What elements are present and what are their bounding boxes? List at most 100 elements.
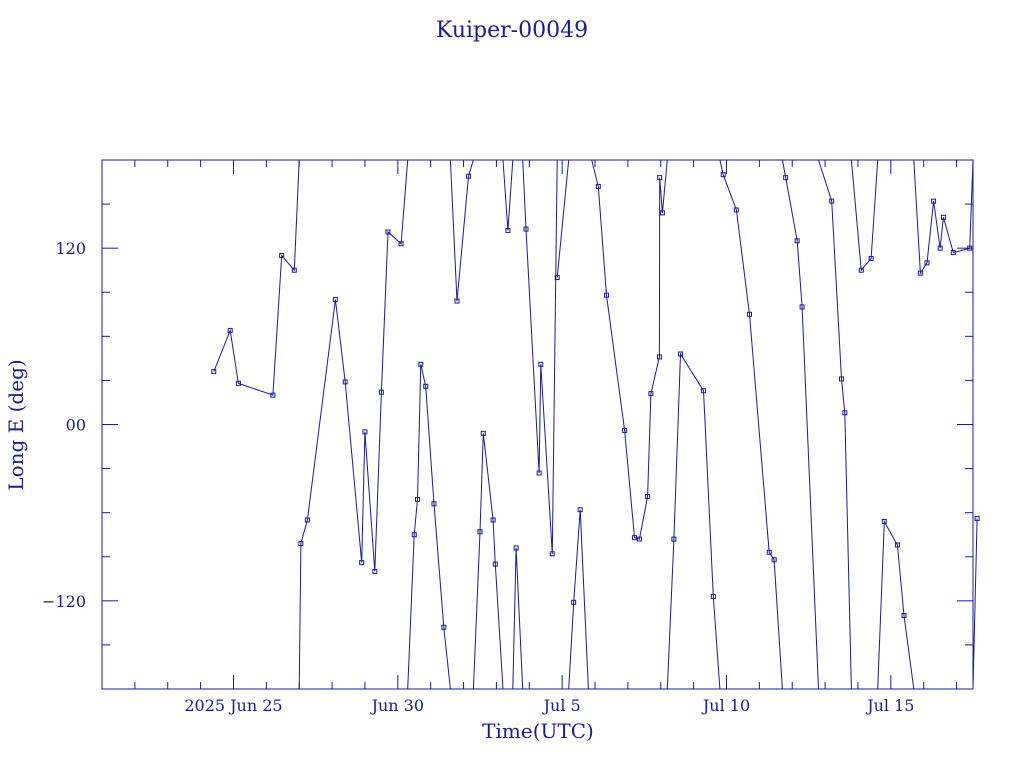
data-point	[645, 494, 651, 500]
data-point	[270, 392, 276, 398]
data-point	[917, 270, 923, 276]
data-point	[671, 536, 677, 542]
series-line	[588, 159, 668, 540]
data-point	[631, 535, 637, 541]
data-point	[604, 292, 610, 298]
series-line	[568, 509, 589, 690]
data-point	[490, 517, 496, 523]
data-point	[513, 545, 519, 551]
series-line	[522, 159, 558, 554]
data-point	[523, 226, 529, 232]
data-point	[378, 389, 384, 395]
data-point	[677, 351, 683, 357]
data-point	[492, 561, 498, 567]
data-point	[931, 198, 937, 204]
series-line	[781, 159, 819, 690]
x-tick-label: Jul 15	[865, 696, 914, 715]
chart-title: Kuiper-00049	[436, 18, 588, 43]
x-tick-labels: 2025 Jun 25 Jun 30 Jul 5 Jul 10 Jul 15	[184, 696, 914, 715]
data-point	[235, 380, 241, 386]
data-point	[332, 297, 338, 303]
data-point	[304, 517, 310, 523]
data-point	[595, 183, 601, 189]
y-tick-label: 00	[66, 416, 86, 435]
x-tick-label: Jun 30	[370, 696, 424, 715]
axis-ticks	[101, 160, 973, 689]
data-point	[577, 507, 583, 513]
data-point	[372, 568, 378, 574]
data-point	[411, 532, 417, 538]
data-point	[298, 541, 304, 547]
series-line	[666, 352, 721, 690]
series-line	[512, 547, 524, 690]
x-tick-label: 2025 Jun 25	[184, 696, 282, 715]
plot-area: 2025 Jun 25 Jun 30 Jul 5 Jul 10 Jul 15 120 00…	[42, 159, 980, 715]
data-point	[937, 245, 943, 251]
data-point	[505, 228, 511, 234]
data-point	[656, 354, 662, 360]
data-point	[571, 599, 577, 605]
data-point	[799, 304, 805, 310]
data-point	[829, 198, 835, 204]
data-point	[211, 369, 217, 375]
series-line	[472, 433, 504, 690]
plot-frame	[101, 159, 974, 690]
data-point	[398, 241, 404, 247]
data-point	[431, 501, 437, 507]
data-point	[720, 172, 726, 178]
data-point	[554, 275, 560, 281]
data-point	[359, 560, 365, 566]
data-point	[454, 298, 460, 304]
data-point	[771, 557, 777, 563]
data-point	[362, 429, 368, 435]
x-axis-label: Time(UTC)	[482, 719, 594, 743]
data-point	[710, 593, 716, 599]
data-point	[549, 551, 555, 557]
y-tick-label: 120	[55, 239, 86, 258]
y-tick-labels: 120 00 −120	[42, 239, 86, 611]
y-tick-label: −120	[42, 592, 86, 611]
data-point	[894, 542, 900, 548]
data-point	[950, 250, 956, 256]
data-point	[423, 383, 429, 389]
series-line	[850, 159, 879, 272]
data-point	[901, 613, 907, 619]
data-point	[342, 379, 348, 385]
data-point	[974, 516, 980, 522]
x-tick-label: Jul 5	[542, 696, 581, 715]
data-point	[538, 361, 544, 367]
data-point	[940, 214, 946, 220]
data-point	[700, 388, 706, 394]
data-point	[858, 267, 864, 273]
data-point	[465, 173, 471, 179]
data-point	[766, 549, 772, 555]
data-point	[794, 238, 800, 244]
data-point	[415, 496, 421, 502]
y-axis-label: Long E (deg)	[4, 359, 28, 490]
series-line	[913, 159, 974, 275]
series-line	[556, 159, 570, 278]
data-point	[733, 207, 739, 213]
data-point	[657, 175, 663, 181]
data-point	[636, 536, 642, 542]
data-point	[279, 253, 285, 259]
data-point	[291, 267, 297, 273]
data-point	[418, 361, 424, 367]
series-line	[972, 518, 978, 690]
series-line	[407, 364, 451, 690]
series-line	[502, 159, 514, 231]
data-point	[868, 255, 874, 261]
data-point	[648, 391, 654, 397]
data-point	[659, 210, 665, 216]
series-line	[719, 159, 783, 690]
data-point	[536, 470, 542, 476]
data-point	[967, 245, 973, 251]
series-line	[298, 159, 409, 690]
data-point	[441, 624, 447, 630]
data-point	[227, 327, 233, 333]
data-point	[477, 529, 483, 535]
data-point	[842, 410, 848, 416]
data-point	[881, 518, 887, 524]
data-point	[622, 427, 628, 433]
